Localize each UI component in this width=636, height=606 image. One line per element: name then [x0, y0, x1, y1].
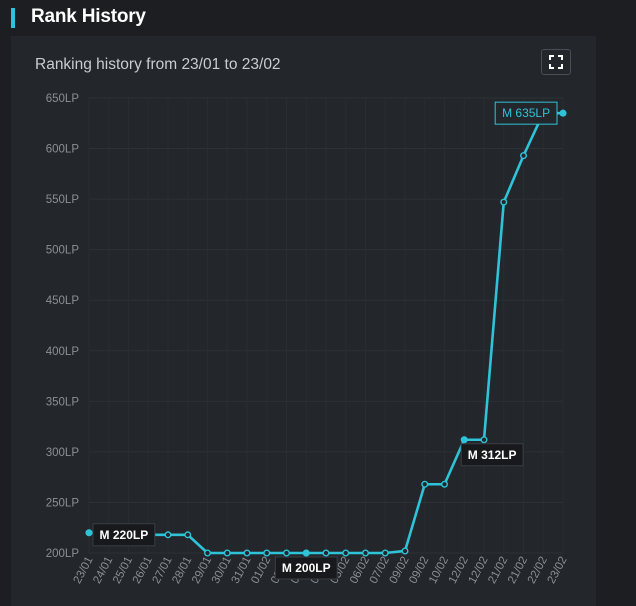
data-point [500, 198, 508, 206]
data-point [480, 436, 488, 444]
annotation-box [92, 523, 156, 547]
data-point [164, 531, 172, 539]
data-point [520, 152, 528, 160]
y-tick-label: 600LP [46, 144, 80, 156]
y-tick-label: 500LP [46, 245, 80, 257]
y-tick-label: 300LP [46, 447, 80, 459]
annotation-box [274, 556, 338, 580]
x-tick-label: 23/02 [546, 555, 570, 586]
annotation-box [494, 101, 558, 125]
data-point [381, 549, 389, 557]
data-point [243, 549, 251, 557]
data-point [263, 549, 271, 557]
fullscreen-icon [549, 55, 563, 69]
y-tick-label: 200LP [46, 548, 80, 560]
annotation-marker [460, 436, 468, 444]
data-point [421, 480, 429, 488]
data-point [441, 480, 449, 488]
annotation-label: M 312LP [468, 448, 517, 462]
section-title: Rank History [31, 6, 146, 27]
annotation-box [460, 443, 524, 467]
y-tick-label: 250LP [46, 497, 80, 509]
annotation-marker [85, 529, 93, 537]
data-point [283, 549, 291, 557]
y-tick-label: 350LP [46, 396, 80, 408]
data-point [184, 531, 192, 539]
data-point [203, 549, 211, 557]
chart-subtitle: Ranking history from 23/01 to 23/02 [35, 56, 281, 73]
data-point [342, 549, 350, 557]
y-tick-label: 650LP [46, 93, 80, 105]
y-tick-label: 450LP [46, 295, 80, 307]
accent-bar [11, 8, 15, 28]
data-point [223, 549, 231, 557]
annotation-marker [559, 109, 567, 117]
annotation-marker [302, 549, 310, 557]
annotation-label: M 635LP [502, 106, 550, 120]
data-point [401, 547, 409, 555]
section-header: Rank History [0, 0, 636, 36]
annotation-label: M 220LP [100, 528, 149, 542]
fullscreen-button[interactable] [541, 49, 571, 75]
data-point [362, 549, 370, 557]
y-tick-label: 400LP [46, 346, 80, 358]
data-point [322, 549, 330, 557]
annotation-label: M 200LP [282, 561, 331, 575]
y-tick-label: 550LP [46, 194, 80, 206]
